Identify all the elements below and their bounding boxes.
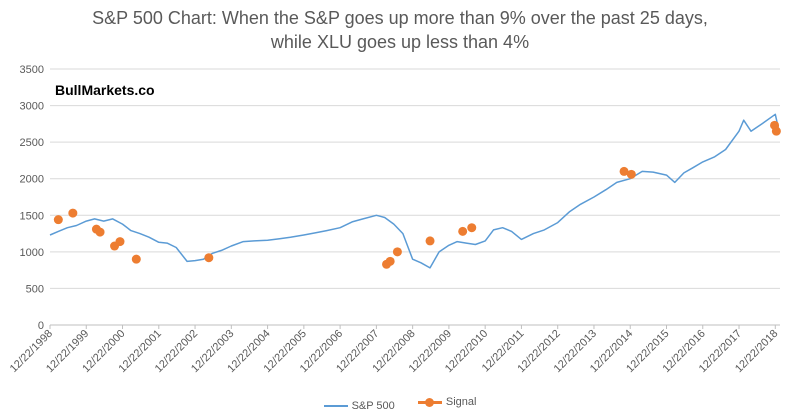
signal-point: [131, 254, 141, 264]
signal-point: [95, 227, 105, 237]
watermark: BullMarkets.co: [55, 82, 155, 98]
y-tick-label: 1000: [20, 247, 44, 259]
chart-title-line-1: S&P 500 Chart: When the S&P goes up more…: [92, 8, 708, 28]
y-tick-label: 1500: [20, 210, 44, 222]
signal-point: [771, 126, 781, 136]
legend-label-signal: Signal: [445, 396, 477, 408]
signal-point: [626, 169, 636, 179]
y-tick-label: 3000: [20, 101, 44, 113]
signal-point: [619, 166, 629, 176]
signal-point: [53, 215, 63, 225]
signal-point: [467, 223, 477, 233]
signal-point: [385, 256, 395, 266]
y-tick-label: 3500: [20, 64, 44, 76]
signal-point: [68, 208, 78, 218]
signal-point: [425, 236, 435, 246]
signal-point: [458, 226, 468, 236]
legend-signal-swatch: [417, 397, 442, 407]
sp500-line: [49, 113, 779, 269]
legend-item-signal: Signal: [417, 396, 477, 408]
signal-point: [392, 247, 402, 257]
chart-title-line-2: while XLU goes up less than 4%: [270, 32, 530, 52]
signal-point: [115, 237, 125, 247]
y-tick-label: 2000: [20, 174, 44, 186]
legend-item-sp500: S&P 500: [323, 399, 395, 412]
legend-line-swatch: [323, 404, 348, 407]
signal-point: [204, 253, 214, 263]
y-tick-label: 500: [26, 283, 44, 295]
y-tick-label: 0: [38, 320, 44, 332]
legend: S&P 500 Signal: [0, 396, 800, 412]
y-tick-label: 2500: [20, 137, 44, 149]
chart-title: S&P 500 Chart: When the S&P goes up more…: [0, 6, 800, 54]
legend-label-sp500: S&P 500: [351, 399, 395, 412]
